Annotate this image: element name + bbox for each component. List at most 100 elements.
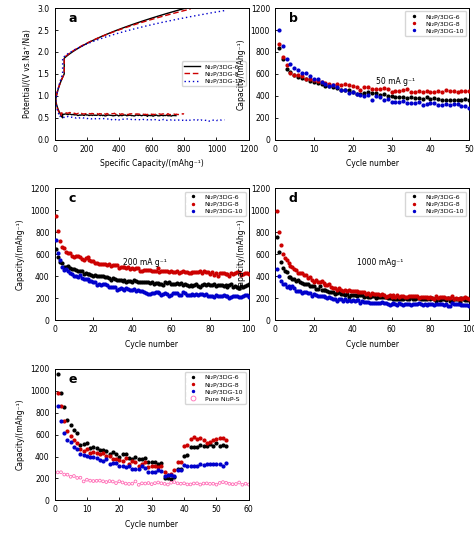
Point: [177, 268, 185, 276]
Point: [450, 300, 457, 308]
Point: [57, 402, 65, 411]
Point: [80, 256, 88, 265]
Point: [181, 268, 189, 276]
Point: [442, 95, 450, 104]
Text: b: b: [289, 12, 297, 25]
Point: [132, 477, 139, 486]
Point: [324, 281, 331, 289]
Point: [213, 438, 220, 447]
Point: [138, 460, 146, 469]
Point: [411, 300, 419, 308]
Point: [180, 441, 188, 450]
Point: [100, 272, 107, 281]
Point: [61, 266, 68, 274]
Point: [224, 269, 231, 278]
Point: [74, 267, 82, 275]
Point: [417, 294, 425, 303]
Point: [384, 291, 392, 300]
Point: [380, 95, 388, 104]
Point: [368, 288, 376, 297]
Point: [241, 282, 249, 291]
Point: [220, 281, 228, 290]
Text: c: c: [68, 193, 75, 206]
Point: [322, 79, 329, 88]
Point: [138, 479, 146, 487]
Point: [279, 42, 286, 50]
Point: [427, 99, 434, 108]
Point: [411, 88, 419, 97]
Point: [84, 270, 91, 279]
Point: [187, 268, 194, 277]
Point: [236, 478, 243, 487]
Point: [177, 291, 185, 300]
Point: [189, 282, 196, 291]
Point: [314, 292, 321, 300]
Point: [96, 476, 104, 485]
Point: [339, 286, 347, 295]
Point: [77, 440, 84, 449]
Point: [310, 76, 318, 84]
Point: [329, 83, 337, 92]
Point: [378, 292, 386, 301]
Point: [374, 289, 382, 298]
Point: [192, 280, 200, 289]
Point: [356, 291, 364, 300]
Point: [296, 268, 304, 277]
Point: [423, 93, 430, 102]
Point: [70, 253, 78, 261]
Point: [118, 277, 126, 286]
Point: [301, 279, 308, 288]
Y-axis label: Capacity/(mAhg⁻¹): Capacity/(mAhg⁻¹): [16, 219, 25, 290]
Point: [77, 473, 84, 482]
Point: [312, 291, 319, 300]
Point: [450, 100, 457, 109]
Point: [165, 278, 173, 286]
Point: [298, 279, 306, 287]
Text: 50 mA g⁻¹: 50 mA g⁻¹: [376, 77, 415, 87]
Point: [308, 281, 316, 290]
Point: [291, 70, 298, 79]
Point: [56, 258, 64, 266]
Point: [376, 85, 383, 94]
Point: [118, 478, 126, 487]
Point: [434, 294, 442, 302]
Point: [392, 97, 399, 106]
Point: [181, 280, 189, 288]
Point: [237, 293, 245, 301]
Point: [61, 417, 68, 425]
Point: [197, 267, 204, 276]
Point: [180, 461, 188, 470]
Point: [140, 278, 148, 286]
Point: [458, 294, 465, 302]
Point: [393, 295, 401, 304]
Point: [318, 286, 325, 295]
Point: [432, 297, 440, 306]
Point: [419, 88, 427, 97]
Point: [226, 281, 233, 289]
Point: [54, 401, 62, 410]
Point: [151, 461, 159, 470]
Point: [456, 294, 463, 303]
Point: [231, 292, 239, 300]
X-axis label: Specific Capacity/(mAhg⁻¹): Specific Capacity/(mAhg⁻¹): [100, 159, 203, 168]
Text: d: d: [289, 193, 297, 206]
Point: [144, 266, 152, 274]
Point: [322, 80, 329, 89]
Point: [210, 479, 217, 488]
Point: [113, 286, 120, 295]
Point: [353, 296, 360, 305]
Point: [347, 297, 355, 306]
Point: [191, 280, 198, 289]
Point: [349, 88, 356, 97]
Point: [84, 253, 91, 262]
Point: [91, 278, 99, 287]
Point: [294, 66, 302, 75]
Point: [93, 477, 100, 485]
Point: [122, 450, 129, 458]
Point: [141, 454, 149, 463]
Point: [411, 292, 419, 300]
Point: [434, 87, 442, 96]
Point: [56, 236, 64, 245]
Point: [229, 269, 237, 278]
Point: [151, 458, 159, 466]
